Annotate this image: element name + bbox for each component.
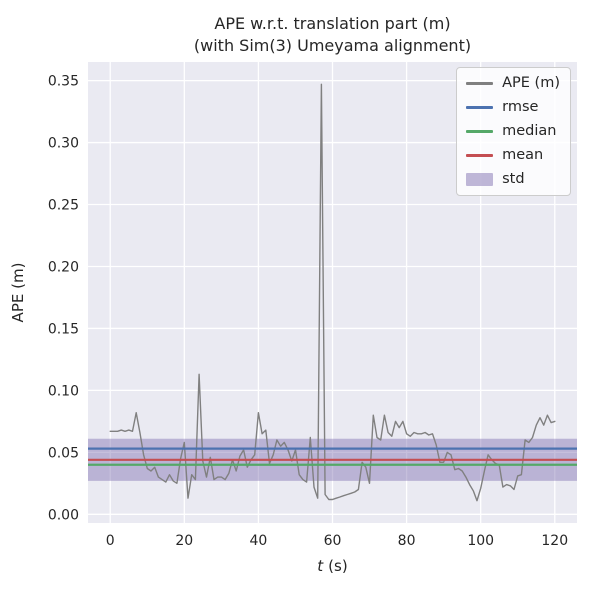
legend-label-std: std — [502, 171, 525, 188]
legend-label-ape: APE (m) — [502, 75, 560, 92]
median-line-swatch — [466, 130, 494, 133]
svg-text:60: 60 — [324, 533, 342, 549]
legend-label-rmse: rmse — [502, 99, 539, 116]
legend-entry-std: std — [466, 170, 560, 189]
mean-line-swatch — [466, 154, 494, 157]
gridlines — [88, 62, 577, 523]
rmse-line-swatch — [466, 106, 494, 109]
svg-text:80: 80 — [398, 533, 416, 549]
std-patch-swatch — [466, 173, 494, 186]
y-tick-labels: 0.00 0.05 0.10 0.15 0.20 0.25 0.30 0.35 — [48, 74, 79, 524]
svg-text:40: 40 — [249, 533, 267, 549]
chart-title-line1: APE w.r.t. translation part (m) — [214, 14, 450, 33]
stat-lines — [88, 447, 577, 466]
x-tick-labels: 0 20 40 60 80 100 120 — [106, 533, 568, 549]
legend-entry-mean: mean — [466, 146, 560, 165]
legend-entry-ape: APE (m) — [466, 74, 560, 93]
svg-text:0.00: 0.00 — [48, 507, 79, 523]
svg-text:0.30: 0.30 — [48, 136, 79, 152]
svg-text:100: 100 — [467, 533, 494, 549]
svg-text:20: 20 — [175, 533, 193, 549]
svg-text:0.10: 0.10 — [48, 383, 79, 399]
legend-entry-median: median — [466, 122, 560, 141]
svg-text:0.35: 0.35 — [48, 74, 79, 90]
y-axis-label: APE (m) — [9, 263, 27, 323]
svg-text:0: 0 — [106, 533, 115, 549]
svg-text:0.15: 0.15 — [48, 321, 79, 337]
chart-title-line2: (with Sim(3) Umeyama alignment) — [194, 36, 471, 55]
svg-text:120: 120 — [541, 533, 568, 549]
legend-label-median: median — [502, 123, 557, 140]
ape-line — [109, 83, 556, 502]
legend-entry-rmse: rmse — [466, 98, 560, 117]
ape-line-swatch — [466, 82, 494, 85]
svg-text:0.20: 0.20 — [48, 259, 79, 275]
x-axis-label-variable: t — [317, 557, 324, 575]
legend-label-mean: mean — [502, 147, 544, 164]
x-axis-label-unit: (s) — [328, 557, 348, 575]
svg-text:0.05: 0.05 — [48, 445, 79, 461]
svg-text:0.25: 0.25 — [48, 198, 79, 214]
legend: APE (m) rmse median mean std — [456, 67, 571, 196]
x-axis-label: t (s) — [317, 557, 347, 575]
